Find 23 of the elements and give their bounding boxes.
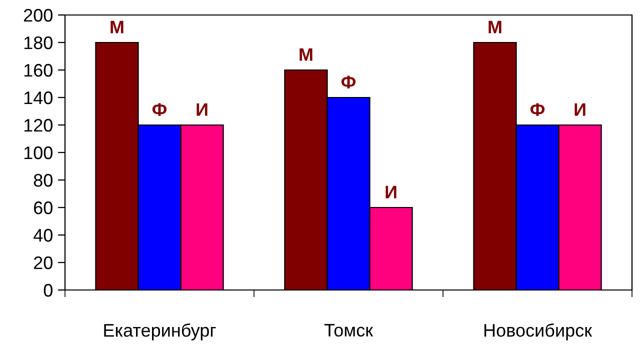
text: И — [386, 186, 396, 198]
text: М — [488, 20, 502, 34]
series-label: И — [196, 103, 208, 116]
y-tick-label: 60 — [34, 201, 52, 214]
y-tick-label: 40 — [34, 228, 52, 242]
series-label: М — [110, 20, 124, 34]
text: М — [300, 48, 312, 61]
x-tick-label: Томск — [324, 324, 374, 337]
y-tick-label: 140 — [24, 91, 52, 104]
series-label: Ф — [152, 103, 167, 116]
y-tick-label: 120 — [24, 118, 52, 132]
x-tick-label: Новосибирск — [484, 323, 592, 340]
y-tick-label: 20 — [34, 256, 52, 270]
text: И — [574, 103, 586, 116]
y-tick-label: 100 — [24, 146, 52, 160]
text: Ф — [341, 76, 356, 88]
y-tick-label: 180 — [24, 36, 52, 50]
y-tick-label: 0 — [44, 284, 52, 297]
y-tick-label: 200 — [24, 8, 52, 22]
x-tick-label: Екатеринбург — [104, 323, 216, 340]
y-tick-label: 80 — [34, 174, 52, 187]
y-tick-label: 160 — [24, 64, 52, 77]
text: Ф — [530, 103, 545, 116]
